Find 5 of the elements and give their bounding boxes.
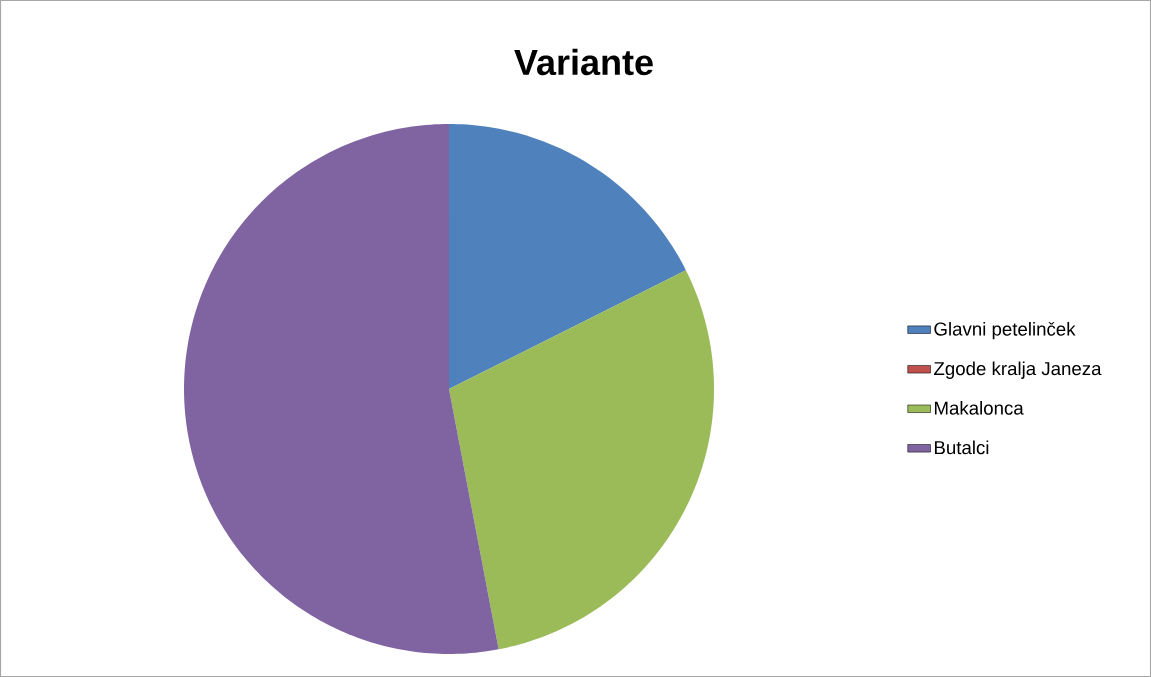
legend-label: Butalci [934, 440, 989, 455]
legend-label: Makalonca [934, 401, 1024, 415]
legend-label: Glavni petelinček [934, 321, 1076, 340]
legend-label: Zgode kralja Janeza [934, 361, 1102, 379]
chart-title: Variante [514, 48, 653, 76]
